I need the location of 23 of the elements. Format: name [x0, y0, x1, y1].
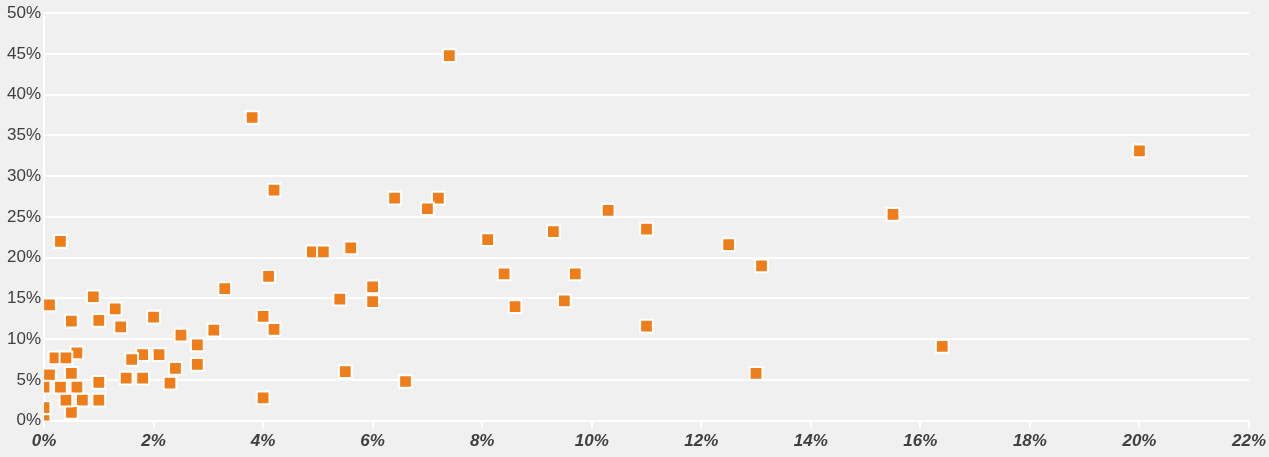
y-tick-label: 40% — [6, 84, 42, 104]
x-tick-label: 14% — [793, 431, 828, 451]
x-tick-label: 16% — [903, 431, 938, 451]
x-tick-label: 2% — [140, 431, 166, 451]
y-tick-label: 15% — [6, 288, 42, 308]
x-tick-label: 18% — [1012, 431, 1047, 451]
y-tick-label: 5% — [16, 369, 42, 389]
y-tick-label: 30% — [6, 165, 42, 185]
x-tick-label: 8% — [469, 431, 495, 451]
y-tick-label: 10% — [6, 328, 42, 348]
x-tick-label: 0% — [31, 431, 57, 451]
y-tick-label: 50% — [6, 2, 42, 22]
y-tick-label: 0% — [16, 410, 42, 430]
y-tick-label: 20% — [6, 247, 42, 267]
x-tick-label: 4% — [249, 431, 276, 451]
x-tick-label: 12% — [684, 431, 719, 451]
y-tick-label: 35% — [6, 125, 42, 145]
x-tick-label: 6% — [360, 431, 385, 451]
x-tick-label: 10% — [574, 431, 609, 451]
y-tick-label: 45% — [6, 43, 42, 63]
y-tick-label: 25% — [6, 206, 42, 226]
x-tick-label: 22% — [1230, 431, 1266, 451]
x-tick-label: 20% — [1121, 431, 1157, 451]
